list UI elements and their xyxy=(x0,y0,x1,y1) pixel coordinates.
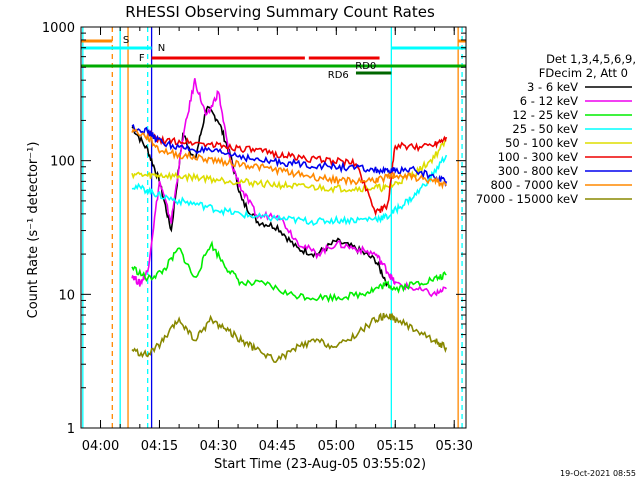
axes: 04:00 04:15 04:30 04:45 05:00 05:15 05:30 1 10 10… xyxy=(42,21,473,454)
series-line-8 xyxy=(131,312,448,364)
x-tick-label-4: 05:00 xyxy=(318,439,355,454)
x-tick-label-5: 05:15 xyxy=(377,439,414,454)
x-tick-label-1: 04:15 xyxy=(141,439,178,454)
legend-header-line-1: Det 1,3,4,5,6,9, xyxy=(546,52,636,66)
legend-label-5: 100 - 300 keV xyxy=(498,150,578,164)
legend-label-7: 800 - 7000 keV xyxy=(490,178,578,192)
flag-label-n: N xyxy=(158,43,165,54)
legend-label-3: 25 - 50 keV xyxy=(512,122,578,136)
x-axis-label: Start Time (23-Aug-05 03:55:02) xyxy=(214,457,426,472)
y-tick-label-3: 1000 xyxy=(42,21,75,36)
series-layer xyxy=(131,78,448,364)
flag-label-rd6: RD6 xyxy=(328,70,349,81)
y-tick-label-2: 100 xyxy=(50,155,75,170)
y-tick-label-1: 10 xyxy=(58,288,75,303)
legend-label-0: 3 - 6 keV xyxy=(527,80,578,94)
flag-label-s: S xyxy=(123,35,129,46)
legend-label-4: 50 - 100 keV xyxy=(505,136,578,150)
y-tick-label-0: 1 xyxy=(67,422,75,437)
chart-title: RHESSI Observing Summary Count Rates xyxy=(125,3,435,21)
series-line-2 xyxy=(131,240,447,304)
legend-header-line-2: FDecim 2, Att 0 xyxy=(539,66,628,80)
x-tick-label-2: 04:30 xyxy=(200,439,237,454)
series-line-1 xyxy=(131,78,447,298)
flag-bars: S N F RD0 RD6 xyxy=(80,35,466,81)
series-line-7 xyxy=(131,128,448,190)
flag-label-f: F xyxy=(139,53,145,64)
render-timestamp: 19-Oct-2021 08:55 xyxy=(560,469,636,478)
legend-label-8: 7000 - 15000 keV xyxy=(476,192,578,206)
x-tick-label-3: 04:45 xyxy=(259,439,296,454)
legend-label-6: 300 - 800 keV xyxy=(498,164,578,178)
plot-frame xyxy=(80,26,467,429)
vertical-markers xyxy=(82,27,463,428)
legend-label-2: 12 - 25 keV xyxy=(512,108,578,122)
series-line-5 xyxy=(146,129,448,217)
series-line-4 xyxy=(131,139,447,194)
series-line-3 xyxy=(131,154,448,226)
legend: Det 1,3,4,5,6,9, FDecim 2, Att 0 3 - 6 k… xyxy=(476,52,636,206)
legend-label-1: 6 - 12 keV xyxy=(520,94,578,108)
series-line-6 xyxy=(131,124,448,188)
x-tick-label-0: 04:00 xyxy=(82,439,119,454)
flag-label-rd0: RD0 xyxy=(355,61,376,72)
y-axis-label: Count Rate (s⁻¹ detector⁻¹) xyxy=(26,142,41,319)
x-tick-label-6: 05:30 xyxy=(435,439,472,454)
